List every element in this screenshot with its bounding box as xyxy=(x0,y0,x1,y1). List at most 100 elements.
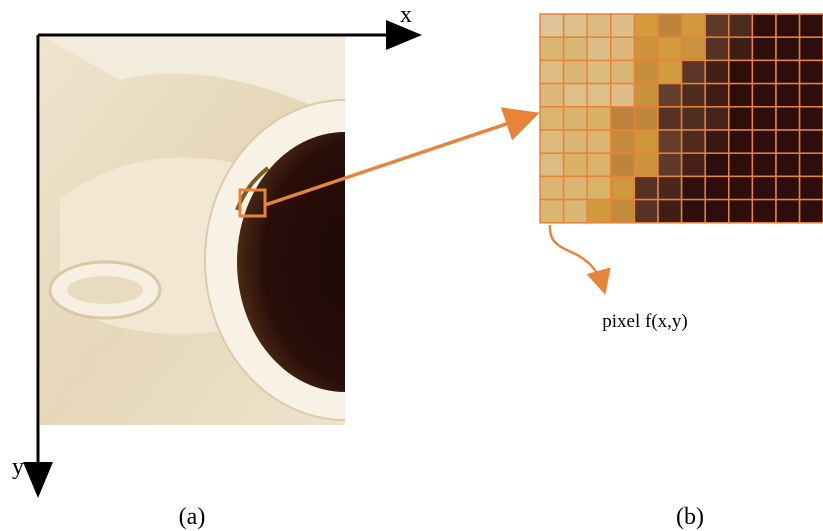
pixel xyxy=(658,37,682,60)
pixel xyxy=(682,107,706,130)
diagram: x y (a) (b) pixel f(x,y) xyxy=(0,0,823,531)
pixel xyxy=(682,200,706,223)
pixel xyxy=(776,107,800,130)
pixel xyxy=(658,130,682,153)
pixel xyxy=(776,37,800,60)
pixel xyxy=(611,107,635,130)
pixel xyxy=(564,37,588,60)
pixel xyxy=(611,37,635,60)
pixel xyxy=(658,84,682,107)
pixel xyxy=(540,107,564,130)
pixel xyxy=(634,14,658,37)
pixel xyxy=(611,60,635,83)
pixel-label: pixel f(x,y) xyxy=(602,311,687,332)
pixel xyxy=(611,84,635,107)
pixel xyxy=(752,176,776,199)
pixel xyxy=(776,200,800,223)
pixel xyxy=(634,176,658,199)
pixel xyxy=(587,200,611,223)
pixel xyxy=(587,176,611,199)
pixel xyxy=(658,200,682,223)
pixel xyxy=(611,130,635,153)
pixel xyxy=(800,176,823,199)
pixel xyxy=(705,60,729,83)
pixel xyxy=(564,200,588,223)
pixel xyxy=(752,153,776,176)
pixel xyxy=(776,84,800,107)
pixel xyxy=(800,37,823,60)
pixel xyxy=(729,130,753,153)
pixel xyxy=(634,107,658,130)
pixel xyxy=(752,14,776,37)
pixel xyxy=(752,84,776,107)
pixel xyxy=(705,176,729,199)
pixel xyxy=(564,84,588,107)
pixel xyxy=(705,153,729,176)
pixel xyxy=(540,14,564,37)
pixel xyxy=(682,176,706,199)
pixel xyxy=(752,200,776,223)
pixel xyxy=(776,176,800,199)
pixel xyxy=(658,107,682,130)
pixel xyxy=(800,107,823,130)
pixel xyxy=(540,176,564,199)
pixel xyxy=(540,84,564,107)
pixel xyxy=(658,60,682,83)
pixel xyxy=(634,37,658,60)
pixel xyxy=(800,130,823,153)
pixel xyxy=(587,84,611,107)
pixel xyxy=(729,200,753,223)
pixel xyxy=(729,60,753,83)
pixel-arrow xyxy=(550,225,604,290)
panel-b-label: (b) xyxy=(676,504,704,530)
pixel xyxy=(776,130,800,153)
pixel xyxy=(564,60,588,83)
pixel xyxy=(682,153,706,176)
pixel xyxy=(564,153,588,176)
pixel xyxy=(564,176,588,199)
pixel xyxy=(729,14,753,37)
pixel xyxy=(587,37,611,60)
pixel xyxy=(705,200,729,223)
pixel xyxy=(776,153,800,176)
pixel xyxy=(540,153,564,176)
x-label: x xyxy=(400,2,412,28)
pixel xyxy=(634,60,658,83)
pixel xyxy=(682,14,706,37)
pixel xyxy=(705,84,729,107)
pixel xyxy=(540,60,564,83)
panel-a-label: (a) xyxy=(179,504,206,530)
pixel xyxy=(611,176,635,199)
page: x y (a) (b) pixel f(x,y) (() => { const … xyxy=(0,0,823,531)
pixel xyxy=(564,14,588,37)
pixel xyxy=(682,84,706,107)
pixel xyxy=(611,200,635,223)
pixel xyxy=(587,130,611,153)
pixel xyxy=(729,153,753,176)
pixel xyxy=(611,14,635,37)
pixel xyxy=(634,200,658,223)
pixel xyxy=(800,60,823,83)
pixel xyxy=(658,153,682,176)
pixel xyxy=(587,60,611,83)
pixel xyxy=(729,37,753,60)
pixel xyxy=(564,130,588,153)
pixel xyxy=(800,84,823,107)
pixel xyxy=(682,37,706,60)
pixel xyxy=(587,107,611,130)
pixel xyxy=(729,84,753,107)
pixel xyxy=(587,14,611,37)
pixel xyxy=(658,176,682,199)
pixel xyxy=(776,60,800,83)
pixel xyxy=(705,130,729,153)
pixel xyxy=(800,200,823,223)
pixel xyxy=(682,60,706,83)
pixel xyxy=(752,60,776,83)
pixel xyxy=(729,176,753,199)
pixel xyxy=(611,153,635,176)
pixel xyxy=(705,37,729,60)
photo xyxy=(40,35,485,425)
pixel xyxy=(682,130,706,153)
pixel xyxy=(800,153,823,176)
pixel xyxy=(587,153,611,176)
